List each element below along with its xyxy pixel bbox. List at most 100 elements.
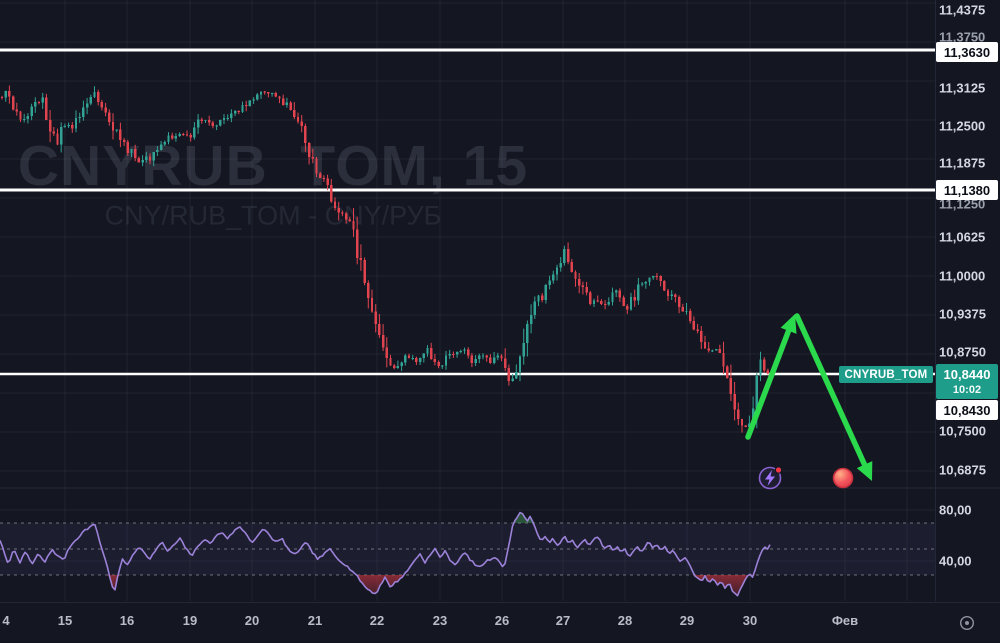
price-tick-label: 11,1875 [939, 155, 986, 171]
candle-body [411, 357, 414, 359]
candle-body [189, 134, 192, 138]
candle-body [714, 349, 718, 351]
candle-body [52, 131, 55, 134]
time-tick-label: 26 [494, 613, 510, 628]
trend-arrow-drawing[interactable] [745, 313, 873, 481]
candle-body [134, 149, 137, 159]
candle-body [171, 135, 174, 139]
candle-body [178, 133, 181, 137]
candlestick-series [0, 85, 770, 433]
candle-body [333, 201, 337, 209]
candle-body [163, 141, 166, 145]
level-price-box: 10,8430 [936, 400, 998, 420]
candle-body [685, 310, 688, 312]
candle-body [722, 352, 725, 367]
price-tick-label: 10,7500 [939, 423, 986, 439]
candle-body [82, 107, 85, 117]
arrow-up-head[interactable] [780, 314, 797, 334]
time-tick-label: Фев [831, 613, 859, 628]
price-tick-label: 11,0000 [939, 268, 986, 284]
candle-body [481, 355, 485, 357]
candle-body [285, 102, 289, 105]
candle-body [467, 349, 470, 356]
signal-lightning-bolt[interactable] [765, 470, 775, 486]
candle-body [618, 290, 622, 298]
candle-body [337, 208, 340, 213]
candle-body [248, 100, 252, 107]
price-axis[interactable]: 11,4375 11,3750 11,3125 11,2500 11,1875 11,12… [936, 0, 1000, 601]
candle-body [404, 355, 407, 363]
candle-body [356, 229, 359, 258]
candle-body [278, 96, 281, 99]
candle-body [478, 355, 481, 360]
candle-body [581, 285, 585, 288]
candle-body [526, 323, 529, 343]
price-tick-label: 11,3750 [939, 29, 986, 45]
candle-body [300, 121, 303, 126]
candle-body [289, 102, 292, 111]
candle-body [430, 347, 433, 359]
candle-body [711, 350, 714, 352]
symbol-price-tag[interactable]: CNYRUB_TOM [839, 366, 933, 383]
last-price-label[interactable]: 10,8440 10:02 [936, 364, 998, 399]
arrow-down-head[interactable] [856, 461, 873, 481]
candle-body [426, 347, 429, 354]
candle-body [485, 355, 488, 358]
candle-body [733, 393, 736, 410]
event-icons[interactable] [758, 466, 854, 490]
arrow-down[interactable] [794, 313, 868, 468]
candle-body [137, 158, 141, 163]
candle-body [108, 112, 111, 123]
candle-body [245, 104, 248, 107]
candle-body [45, 97, 48, 120]
candle-body [267, 92, 270, 94]
time-tick-label: 21 [307, 613, 323, 628]
candle-body [319, 173, 322, 178]
candle-body [637, 284, 640, 301]
candle-body [26, 116, 30, 119]
candle-body [159, 144, 163, 151]
candle-body [578, 278, 581, 286]
price-tick-label: 10,6875 [939, 462, 986, 478]
candle-body [48, 119, 52, 132]
time-axis[interactable]: 4 15 16 19 20 21 22 23 26 27 28 29 30 Фев [0, 602, 1000, 643]
candle-body [322, 177, 326, 179]
level-lines[interactable] [0, 48, 935, 376]
candle-body [4, 91, 7, 98]
candle-body [677, 297, 681, 308]
candle-body [407, 355, 411, 359]
candle-body [640, 283, 644, 285]
alert-dot-icon[interactable] [832, 467, 854, 489]
candle-body [740, 419, 744, 426]
candle-body [655, 275, 659, 277]
candle-body [611, 292, 614, 303]
candle-body [111, 122, 115, 131]
candle-body [541, 295, 544, 301]
candle-body [19, 111, 22, 120]
candle-body [689, 310, 692, 322]
candle-body [500, 355, 503, 359]
candle-body [211, 122, 215, 127]
candle-body [548, 280, 551, 286]
candle-body [226, 118, 229, 120]
rsi-tick-label: 80,00 [939, 502, 972, 518]
candle-body [185, 134, 189, 136]
candle-body [34, 101, 37, 107]
bar-countdown: 10:02 [952, 384, 982, 396]
scale-settings-icon[interactable] [958, 614, 976, 632]
arrow-up[interactable] [745, 328, 792, 440]
time-tick-label: 15 [57, 613, 73, 628]
signal-badge-dot[interactable] [774, 466, 783, 474]
candle-body [119, 129, 122, 140]
candle-body [89, 96, 92, 104]
gridlines [0, 0, 935, 601]
candle-body [674, 294, 677, 298]
candle-body [71, 125, 74, 129]
pane-separators[interactable] [0, 0, 1000, 601]
candle-body [400, 362, 403, 367]
candle-body [515, 372, 518, 379]
candle-body [126, 142, 129, 153]
candle-body [737, 409, 740, 420]
candle-body [274, 92, 277, 97]
